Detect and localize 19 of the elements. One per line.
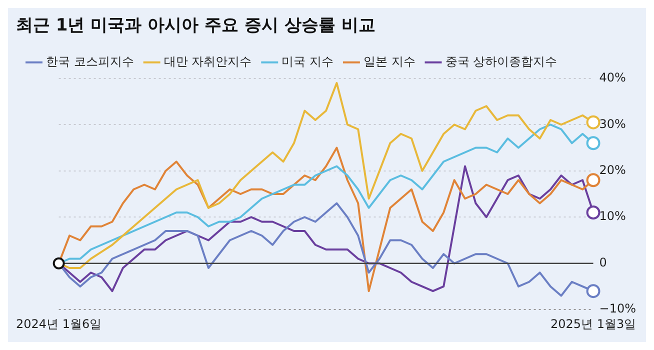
point xyxy=(586,173,600,188)
chart-title: 최근 1년 미국과 아시아 주요 증시 상승률 비교 xyxy=(16,16,376,36)
y-tick-label: 0 xyxy=(599,255,607,270)
legend-label: 중국 상하이종합지수 xyxy=(445,54,558,69)
legend-label: 미국 지수 xyxy=(282,54,334,69)
point xyxy=(586,136,600,150)
y-tick-label: 20% xyxy=(599,163,626,178)
legend-label: 한국 코스피지수 xyxy=(46,54,134,69)
x-tick-label: 2024년 1월6일 xyxy=(16,316,102,331)
y-tick-label: 30% xyxy=(599,116,626,131)
point xyxy=(586,205,600,220)
y-tick-label: 40% xyxy=(599,70,626,85)
x-tick-label: 2025년 1월3일 xyxy=(550,316,636,331)
y-tick-label: 10% xyxy=(599,209,626,224)
point xyxy=(586,115,600,130)
point xyxy=(586,284,600,298)
y-tick-label: −10% xyxy=(599,302,636,316)
legend-label: 일본 지수 xyxy=(363,54,416,69)
legend-label: 대만 자취안지수 xyxy=(164,54,252,69)
